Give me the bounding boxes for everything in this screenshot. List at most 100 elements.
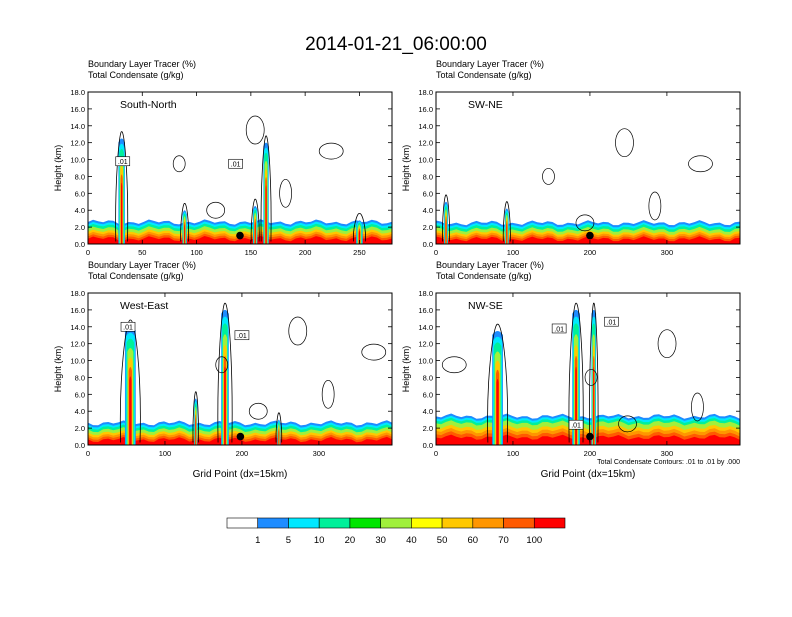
- x-tick-label: 300: [661, 449, 674, 458]
- condensate-contour: [352, 213, 366, 242]
- condensate-contour: [657, 329, 677, 359]
- x-tick-label: 200: [299, 248, 312, 257]
- plot-frame: [87, 91, 393, 245]
- colorbar-swatch: [441, 517, 474, 529]
- y-tick-label: 14.0: [418, 323, 433, 332]
- tracer-plume: [496, 378, 499, 445]
- y-tick-label: 0.0: [75, 240, 85, 249]
- colorbar-swatch: [380, 517, 412, 529]
- location-marker: [586, 432, 594, 441]
- location-marker: [236, 231, 244, 240]
- boundary-layer-band: [436, 236, 740, 244]
- panel-header-condensate: Total Condensate (g/kg): [436, 70, 532, 80]
- x-axis-label: Grid Point (dx=15km): [193, 469, 288, 480]
- condensate-contour: [288, 316, 308, 346]
- contour-label: .01: [118, 159, 128, 166]
- panel-header-condensate: Total Condensate (g/kg): [88, 271, 184, 281]
- tracer-plume: [265, 185, 267, 244]
- condensate-contour: [192, 391, 200, 443]
- boundary-layer-band: [88, 236, 392, 244]
- colorbar-swatch: [318, 517, 351, 529]
- y-tick-label: 6.0: [75, 390, 85, 399]
- condensate-contour: [568, 302, 584, 443]
- condensate-contour: [180, 203, 190, 242]
- colorbar-label: 70: [498, 535, 509, 546]
- x-tick-label: 300: [661, 248, 674, 257]
- colorbar-label: 1: [255, 535, 260, 546]
- condensate-contour: [318, 142, 344, 160]
- x-tick-label: 100: [507, 248, 520, 257]
- condensate-contour: [361, 343, 387, 361]
- x-tick-label: 0: [434, 449, 438, 458]
- colorbar: 1 5 10 20 30 40 50 60 70 100: [226, 517, 566, 546]
- condensate-contour: [615, 128, 634, 158]
- contour-label-box: [604, 316, 619, 327]
- tracer-plume: [184, 224, 186, 244]
- y-tick-label: 0.0: [423, 240, 433, 249]
- y-tick-label: 0.0: [75, 441, 85, 450]
- y-tick-label: 8.0: [423, 373, 433, 382]
- tracer-plume: [278, 430, 280, 445]
- x-tick-label: 200: [236, 449, 249, 458]
- panel-header-tracer: Boundary Layer Tracer (%): [88, 59, 196, 69]
- y-tick-label: 8.0: [423, 172, 433, 181]
- x-tick-label: 100: [159, 449, 172, 458]
- tracer-plume: [506, 223, 508, 244]
- colorbar-label: 10: [314, 535, 325, 546]
- x-tick-label: 0: [434, 248, 438, 257]
- y-tick-label: 8.0: [75, 172, 85, 181]
- heatmap-field: .01 .01: [88, 115, 392, 244]
- panel-label: South-North: [120, 99, 177, 111]
- colorbar-label: 100: [526, 535, 542, 546]
- panel-label: NW-SE: [468, 300, 503, 312]
- y-tick-label: 18.0: [418, 88, 433, 97]
- plot-frame: [435, 91, 741, 245]
- y-tick-label: 2.0: [75, 223, 85, 232]
- colorbar-label: 50: [437, 535, 448, 546]
- y-tick-label: 16.0: [70, 105, 85, 114]
- x-tick-label: 100: [190, 248, 203, 257]
- condensate-contour: [584, 369, 598, 386]
- colorbar-swatch: [472, 517, 504, 529]
- x-tick-label: 200: [584, 449, 597, 458]
- contour-label-box: [568, 419, 584, 430]
- colorbar-swatch: [503, 517, 535, 529]
- contour-label: .01: [607, 320, 617, 327]
- panel-header-tracer: Boundary Layer Tracer (%): [88, 260, 196, 270]
- y-tick-label: 4.0: [423, 407, 433, 416]
- contour-label-box: [551, 323, 567, 334]
- heatmap-field: .01 .01 .01: [436, 302, 740, 445]
- y-tick-label: 18.0: [418, 289, 433, 298]
- contour-label-box: [115, 156, 131, 167]
- colorbar-label: 60: [468, 535, 479, 546]
- y-tick-label: 14.0: [70, 122, 85, 131]
- condensate-contour: [115, 131, 129, 242]
- colorbar-swatch: [288, 517, 320, 529]
- y-tick-label: 14.0: [418, 122, 433, 131]
- y-tick-label: 14.0: [70, 323, 85, 332]
- y-tick-label: 10.0: [418, 357, 433, 366]
- tracer-plume: [445, 219, 447, 244]
- condensate-contour: [502, 201, 511, 242]
- panel-label-bg: [466, 298, 506, 312]
- contour-label: .01: [554, 326, 564, 333]
- y-axis-label: Height (km): [53, 145, 63, 192]
- panel-header-condensate: Total Condensate (g/kg): [88, 70, 184, 80]
- y-tick-label: 12.0: [418, 340, 433, 349]
- condensate-contour: [542, 168, 555, 185]
- condensate-contour: [260, 135, 272, 242]
- location-marker: [236, 432, 245, 441]
- panel-nw-se: Boundary Layer Tracer (%)Total Condensat…: [401, 260, 741, 480]
- condensate-contour: [279, 178, 292, 208]
- x-tick-label: 0: [86, 248, 90, 257]
- colorbar-swatch: [226, 517, 259, 529]
- x-tick-label: 300: [313, 449, 326, 458]
- condensate-contour: [119, 319, 141, 443]
- contour-label: .01: [123, 325, 133, 332]
- condensate-contour: [691, 392, 704, 422]
- panel-label-bg: [118, 298, 174, 312]
- colorbar-swatch: [533, 517, 566, 529]
- y-tick-label: 10.0: [70, 357, 85, 366]
- condensate-contour: [172, 155, 186, 173]
